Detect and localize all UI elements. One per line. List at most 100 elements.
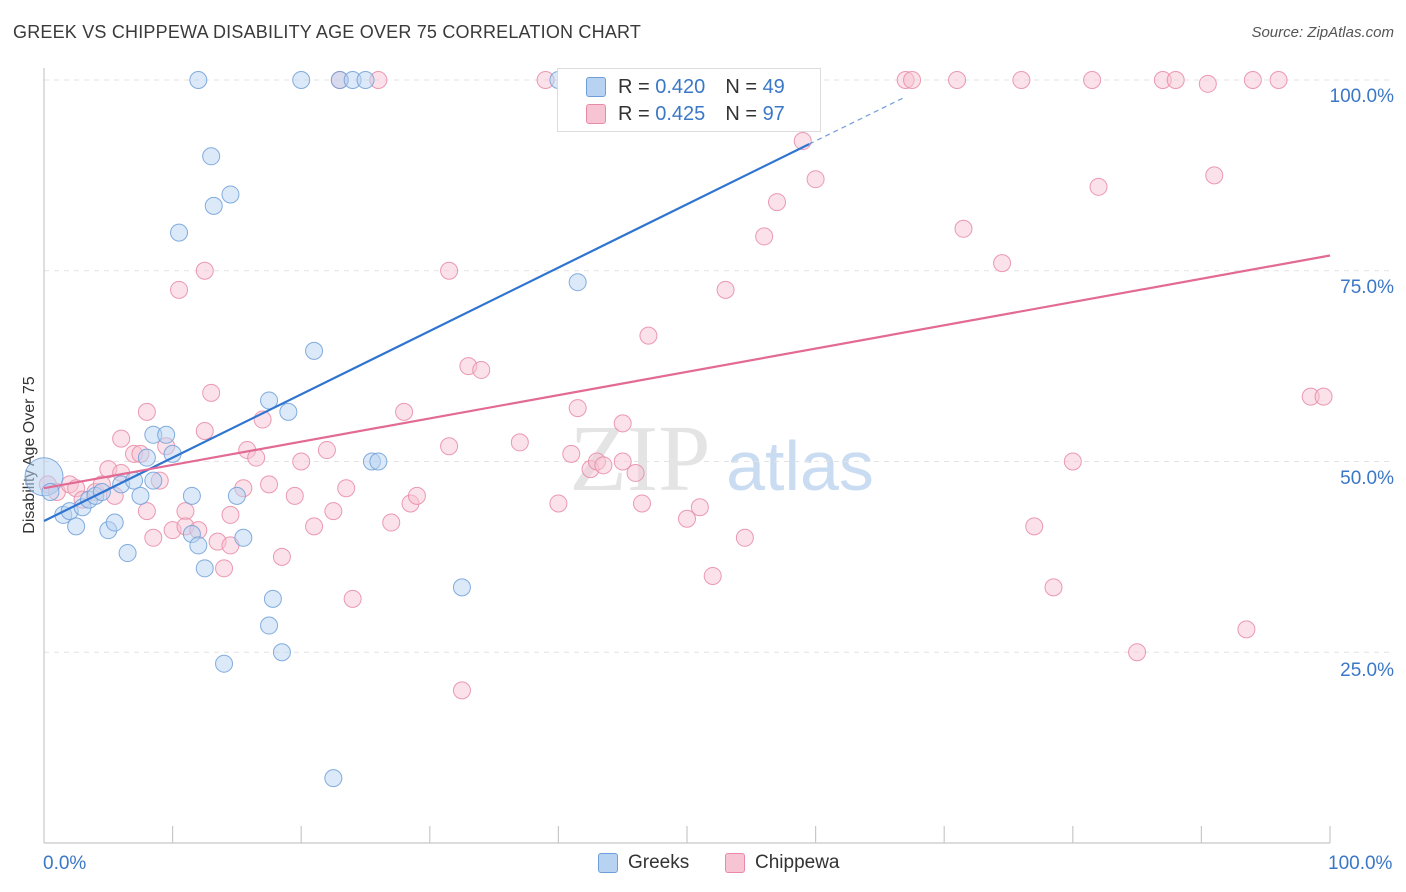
chippewa-point-94 <box>1269 71 1288 89</box>
chippewa-point-66 <box>639 326 658 345</box>
greeks-point-16 <box>144 471 163 490</box>
chippewa-swatch <box>586 104 606 124</box>
chippewa-point-37 <box>292 452 311 471</box>
chippewa-point-79 <box>954 219 973 238</box>
chippewa-point-69 <box>703 566 722 585</box>
x-tick-label-100: 100.0% <box>1328 853 1393 874</box>
chippewa-point-73 <box>768 193 787 212</box>
chippewa-point-35 <box>272 547 291 566</box>
chippewa-point-80 <box>993 254 1012 273</box>
chippewa-point-40 <box>324 502 343 521</box>
greeks-point-18 <box>157 425 176 444</box>
greeks-r-label: R = <box>618 75 650 98</box>
greeks-point-24 <box>195 559 214 578</box>
x-tick-label-0: 0.0% <box>43 853 87 874</box>
legend-swatch-chippewa <box>725 853 745 873</box>
chippewa-n-label: N = <box>725 102 757 125</box>
y-tick-label-100: 100.0% <box>1329 86 1394 107</box>
chippewa-point-81 <box>1012 71 1031 89</box>
greeks-point-38 <box>324 769 343 788</box>
chippewa-point-43 <box>343 589 362 608</box>
greeks-point-23 <box>189 536 208 555</box>
chippewa-point-56 <box>549 494 568 513</box>
chippewa-point-86 <box>1089 177 1108 196</box>
greeks-point-34 <box>272 643 291 662</box>
greeks-point-48 <box>189 71 208 89</box>
chippewa-point-83 <box>1044 578 1063 597</box>
stats-row-chippewa: R = 0.425 N = 97 <box>558 101 785 127</box>
greeks-point-35 <box>279 402 298 421</box>
greeks-point-26 <box>204 196 223 215</box>
chippewa-point-49 <box>440 261 459 280</box>
chippewa-point-72 <box>755 227 774 246</box>
chippewa-point-53 <box>472 360 491 379</box>
stats-legend: R = 0.420 N = 49 R = 0.425 N = 97 <box>557 68 821 132</box>
chippewa-point-34 <box>260 475 279 494</box>
legend-label-greeks: Greeks <box>628 852 690 873</box>
chippewa-point-93 <box>1243 71 1262 89</box>
legend-swatch-greeks <box>598 853 618 873</box>
chippewa-r-value: 0.425 <box>655 102 706 125</box>
chippewa-point-61 <box>594 456 613 475</box>
chippewa-point-27 <box>215 559 234 578</box>
greeks-n-value: 49 <box>762 75 785 98</box>
greeks-point-41 <box>356 71 375 89</box>
chippewa-point-13 <box>137 502 156 521</box>
chippewa-point-45 <box>382 513 401 532</box>
chippewa-n-value: 97 <box>762 102 785 125</box>
chippewa-point-85 <box>1083 71 1102 89</box>
greeks-point-30 <box>234 528 253 547</box>
legend-item-greeks: Greeks <box>598 852 689 874</box>
greeks-point-4 <box>67 517 86 536</box>
chippewa-point-39 <box>317 441 336 460</box>
greeks-point-25 <box>202 147 221 166</box>
greeks-point-28 <box>221 185 240 204</box>
chippewa-point-10 <box>112 429 131 448</box>
chippewa-point-91 <box>1205 166 1224 185</box>
chippewa-point-82 <box>1025 517 1044 536</box>
greeks-point-31 <box>260 616 279 635</box>
chippewa-point-29 <box>221 505 240 524</box>
axes <box>43 68 1331 844</box>
greeks-swatch <box>586 77 606 97</box>
chippewa-point-36 <box>285 486 304 505</box>
greeks-point-12 <box>118 544 137 563</box>
chippewa-point-84 <box>1063 452 1082 471</box>
greeks-trend-extension <box>808 96 906 145</box>
chippewa-point-24 <box>195 261 214 280</box>
greeks-point-29 <box>227 486 246 505</box>
greeks-n-label: N = <box>725 75 757 98</box>
greeks-point-43 <box>369 452 388 471</box>
chippewa-point-68 <box>690 498 709 517</box>
chippewa-point-70 <box>716 280 735 299</box>
greeks-point-44 <box>452 578 471 597</box>
greeks-r-value: 0.420 <box>655 75 706 98</box>
greeks-point-20 <box>170 223 189 242</box>
chippewa-point-77 <box>903 71 922 89</box>
chart-source: Source: ZipAtlas.com <box>1251 24 1394 41</box>
chippewa-point-19 <box>170 280 189 299</box>
greeks-point-15 <box>137 448 156 467</box>
chippewa-point-46 <box>395 402 414 421</box>
chippewa-point-15 <box>144 528 163 547</box>
greeks-point-37 <box>305 341 324 360</box>
chippewa-point-50 <box>440 437 459 456</box>
greeks-trend-line <box>43 143 810 523</box>
greeks-point-27 <box>215 654 234 673</box>
y-tick-label-50: 50.0% <box>1340 468 1394 489</box>
greeks-point-22 <box>182 486 201 505</box>
chippewa-point-38 <box>305 517 324 536</box>
chippewa-point-57 <box>562 444 581 463</box>
chippewa-point-63 <box>613 452 632 471</box>
greeks-point-10 <box>105 513 124 532</box>
chippewa-point-75 <box>806 170 825 189</box>
chippewa-point-65 <box>632 494 651 513</box>
chippewa-trend-line <box>43 254 1331 490</box>
greeks-point-33 <box>263 589 282 608</box>
legend-label-chippewa: Chippewa <box>755 852 840 873</box>
chippewa-point-51 <box>452 681 471 700</box>
greeks-point-14 <box>131 486 150 505</box>
chippewa-point-89 <box>1166 71 1185 89</box>
chippewa-point-42 <box>337 479 356 498</box>
